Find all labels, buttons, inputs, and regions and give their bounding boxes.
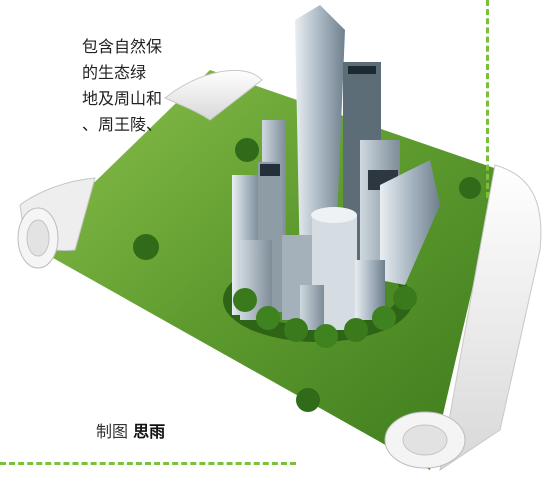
credit-author: 思雨 <box>133 422 166 441</box>
text-line: 包含自然保 <box>82 37 163 56</box>
credit-label: 制图 <box>96 422 129 441</box>
dashed-border-right <box>486 0 489 198</box>
image-credit: 制图 思雨 <box>96 418 165 442</box>
text-line: 地及周山和 <box>82 89 163 108</box>
text-line: 、周王陵、 <box>82 115 163 134</box>
dashed-border-bottom <box>0 462 296 465</box>
body-text-fragment: 包含自然保 的生态绿 地及周山和 、周王陵、 <box>82 34 217 138</box>
text-line: 的生态绿 <box>82 63 147 82</box>
